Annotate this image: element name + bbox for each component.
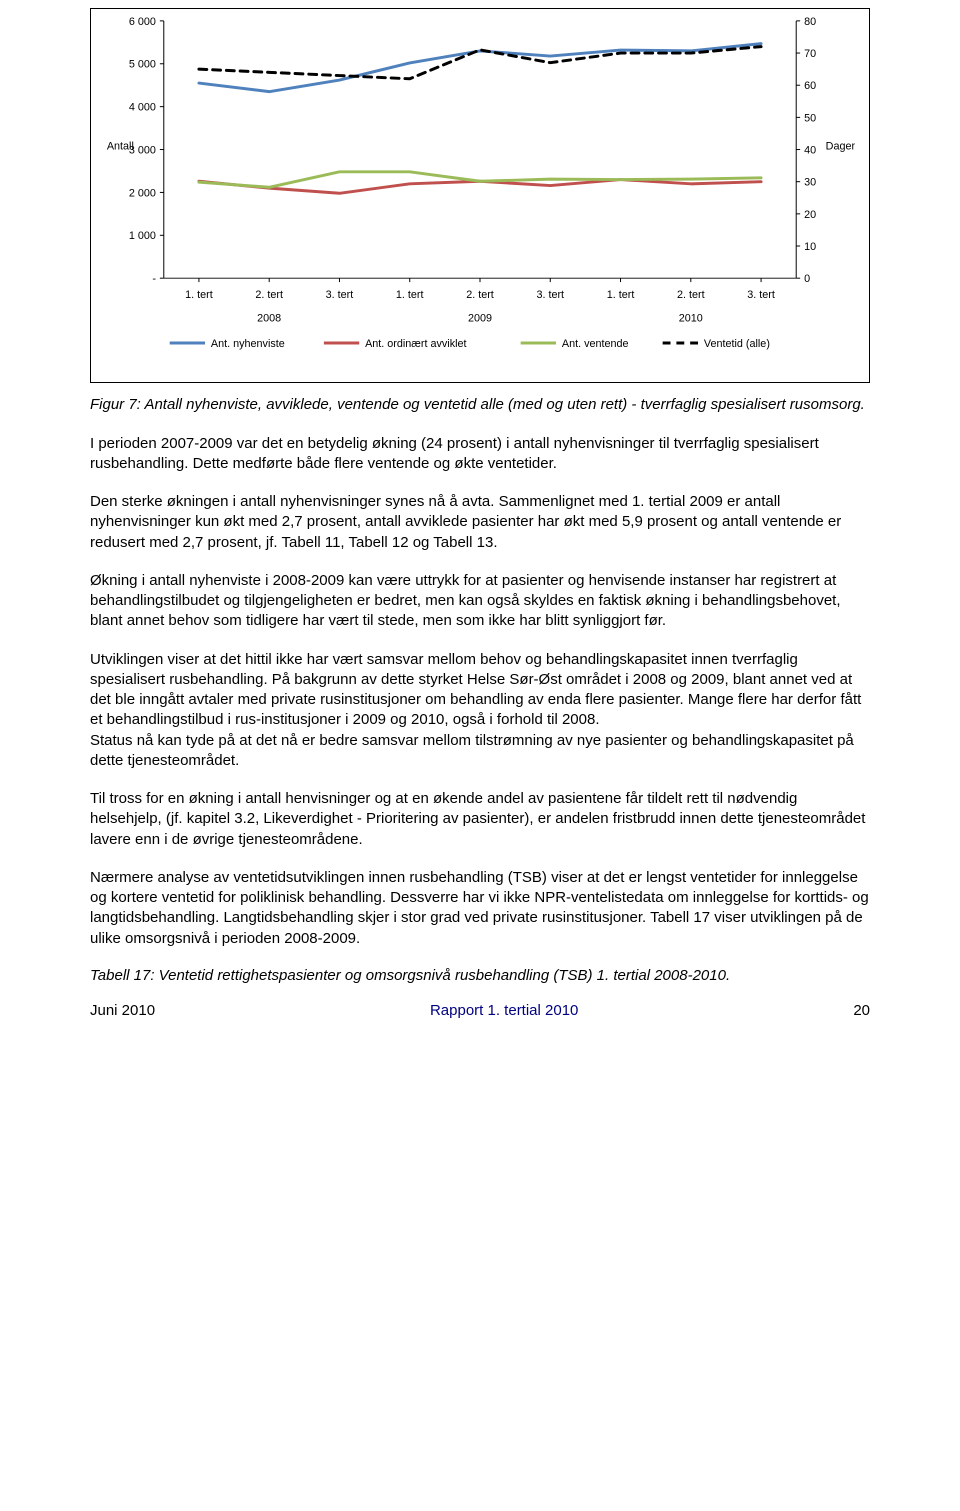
svg-text:-: - — [152, 273, 156, 285]
svg-text:5 000: 5 000 — [129, 59, 156, 71]
body-paragraph: Den sterke økningen i antall nyhenvisnin… — [90, 492, 870, 553]
svg-text:50: 50 — [804, 112, 816, 124]
svg-text:3. tert: 3. tert — [747, 289, 775, 301]
svg-text:60: 60 — [804, 80, 816, 92]
footer-right: 20 — [853, 1002, 870, 1019]
svg-text:Ant. ordinært avviklet: Ant. ordinært avviklet — [365, 338, 466, 350]
svg-text:40: 40 — [804, 144, 816, 156]
svg-text:3. tert: 3. tert — [326, 289, 354, 301]
svg-text:1. tert: 1. tert — [396, 289, 424, 301]
svg-text:Dager: Dager — [826, 141, 856, 153]
svg-text:2009: 2009 — [468, 312, 492, 324]
svg-text:1. tert: 1. tert — [607, 289, 635, 301]
page-footer: Juni 2010 Rapport 1. tertial 2010 20 — [90, 1002, 870, 1019]
figure-caption: Figur 7: Antall nyhenviste, avviklede, v… — [90, 395, 870, 415]
svg-text:1 000: 1 000 — [129, 230, 156, 242]
body-paragraph: Økning i antall nyhenviste i 2008-2009 k… — [90, 571, 870, 632]
body-paragraph: I perioden 2007-2009 var det en betydeli… — [90, 434, 870, 475]
svg-text:Ventetid (alle): Ventetid (alle) — [704, 338, 770, 350]
svg-text:20: 20 — [804, 209, 816, 221]
table-caption: Tabell 17: Ventetid rettighetspasienter … — [90, 967, 870, 984]
svg-text:Antall: Antall — [107, 141, 134, 153]
svg-text:0: 0 — [804, 273, 810, 285]
footer-center: Rapport 1. tertial 2010 — [430, 1002, 578, 1019]
chart-container: -1 0002 0003 0004 0005 0006 000Antall010… — [90, 8, 870, 383]
svg-text:80: 80 — [804, 16, 816, 28]
svg-text:Ant. nyhenviste: Ant. nyhenviste — [211, 338, 285, 350]
svg-text:3. tert: 3. tert — [536, 289, 564, 301]
svg-text:2. tert: 2. tert — [466, 289, 494, 301]
svg-text:30: 30 — [804, 177, 816, 189]
svg-text:2. tert: 2. tert — [255, 289, 283, 301]
svg-text:70: 70 — [804, 48, 816, 60]
chart-svg: -1 0002 0003 0004 0005 0006 000Antall010… — [97, 15, 863, 378]
svg-text:2008: 2008 — [257, 312, 281, 324]
svg-text:2. tert: 2. tert — [677, 289, 705, 301]
svg-text:2010: 2010 — [679, 312, 703, 324]
svg-text:4 000: 4 000 — [129, 102, 156, 114]
svg-text:Ant. ventende: Ant. ventende — [562, 338, 629, 350]
body-paragraph: Til tross for en økning i antall henvisn… — [90, 789, 870, 850]
svg-text:2 000: 2 000 — [129, 187, 156, 199]
svg-text:10: 10 — [804, 241, 816, 253]
body-paragraph: Utviklingen viser at det hittil ikke har… — [90, 650, 870, 772]
footer-left: Juni 2010 — [90, 1002, 155, 1019]
svg-text:1. tert: 1. tert — [185, 289, 213, 301]
body-paragraph: Nærmere analyse av ventetidsutviklingen … — [90, 868, 870, 949]
svg-text:6 000: 6 000 — [129, 16, 156, 28]
